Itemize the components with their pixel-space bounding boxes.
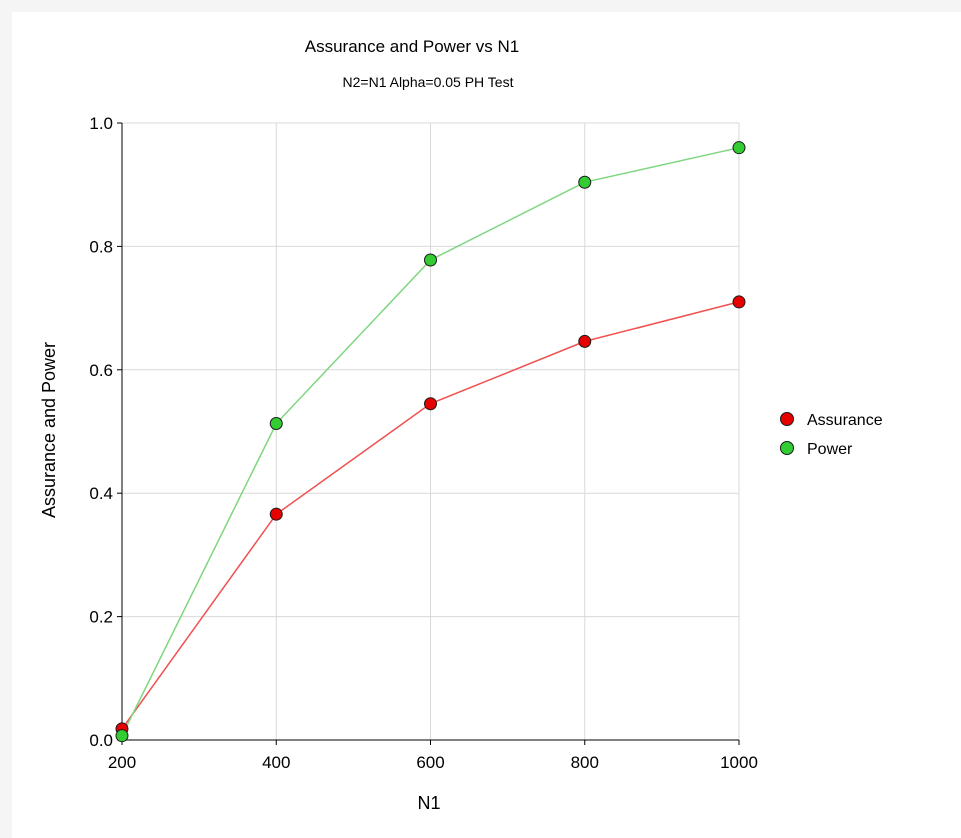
data-point-assurance	[269, 507, 283, 521]
legend-label-assurance: Assurance	[807, 412, 883, 429]
legend-marker-power	[780, 441, 794, 455]
y-tick-label: 0.2	[89, 608, 113, 627]
x-tick-label: 600	[416, 753, 444, 772]
data-point-power	[732, 141, 746, 155]
y-tick-label: 0.0	[89, 731, 113, 750]
data-point-power	[424, 253, 437, 267]
chart-title: Assurance and Power vs N1	[305, 37, 520, 56]
data-point-power	[115, 729, 129, 743]
x-tick-label: 800	[571, 753, 599, 772]
x-tick-label: 1000	[720, 753, 758, 772]
legend-marker-assurance	[780, 412, 794, 426]
data-point-assurance	[732, 295, 746, 309]
legend-label-power: Power	[807, 441, 853, 458]
grid-layer	[121, 122, 740, 741]
y-tick-label: 1.0	[89, 114, 113, 133]
data-point-power	[578, 175, 592, 189]
y-axis-label: Assurance and Power	[39, 342, 59, 518]
data-point-assurance	[424, 397, 437, 411]
y-tick-label: 0.6	[89, 361, 113, 380]
y-tick-label: 0.8	[89, 237, 113, 256]
axis-layer: 200 400 600 800 1000 0.0 0.2 0.4 0.6 0.8 1.0	[89, 114, 758, 772]
chart-subtitle: N2=N1 Alpha=0.05 PH Test	[343, 74, 514, 90]
x-axis-label: N1	[417, 793, 440, 813]
series-layer	[115, 141, 746, 743]
x-tick-label: 400	[262, 753, 290, 772]
legend: Assurance Power	[780, 412, 883, 458]
x-tick-label: 200	[108, 753, 136, 772]
chart-canvas: Assurance and Power vs N1 N2=N1 Alpha=0.…	[39, 37, 883, 813]
chart-panel: Assurance and Power vs N1 N2=N1 Alpha=0.…	[12, 12, 961, 838]
y-tick-label: 0.4	[89, 484, 113, 503]
data-point-power	[269, 416, 283, 430]
data-point-assurance	[578, 334, 592, 348]
